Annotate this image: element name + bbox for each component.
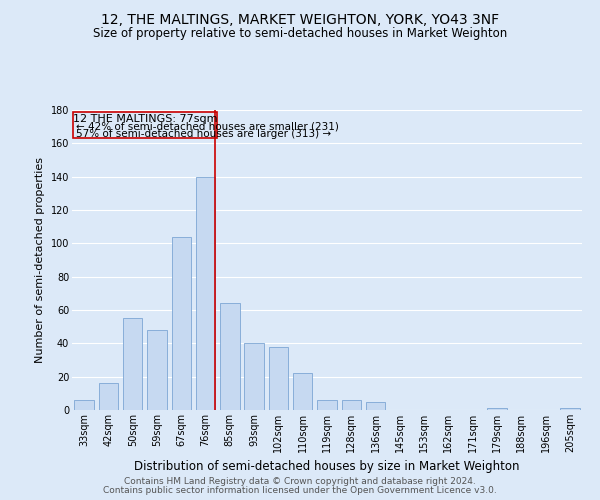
Bar <box>73 112 217 138</box>
Bar <box>99 384 118 410</box>
Bar <box>317 400 337 410</box>
Text: Size of property relative to semi-detached houses in Market Weighton: Size of property relative to semi-detach… <box>93 28 507 40</box>
Text: ← 42% of semi-detached houses are smaller (231): ← 42% of semi-detached houses are smalle… <box>76 122 338 132</box>
Bar <box>220 304 239 410</box>
Text: 12, THE MALTINGS, MARKET WEIGHTON, YORK, YO43 3NF: 12, THE MALTINGS, MARKET WEIGHTON, YORK,… <box>101 12 499 26</box>
Text: Contains public sector information licensed under the Open Government Licence v3: Contains public sector information licen… <box>103 486 497 495</box>
Bar <box>196 176 215 410</box>
Bar <box>74 400 94 410</box>
Text: 12 THE MALTINGS: 77sqm: 12 THE MALTINGS: 77sqm <box>73 114 217 124</box>
Bar <box>341 400 361 410</box>
Bar <box>293 374 313 410</box>
Bar <box>487 408 507 410</box>
Bar <box>560 408 580 410</box>
Text: 57% of semi-detached houses are larger (313) →: 57% of semi-detached houses are larger (… <box>76 129 331 139</box>
X-axis label: Distribution of semi-detached houses by size in Market Weighton: Distribution of semi-detached houses by … <box>134 460 520 473</box>
Bar <box>147 330 167 410</box>
Y-axis label: Number of semi-detached properties: Number of semi-detached properties <box>35 157 45 363</box>
Bar <box>269 346 288 410</box>
Text: Contains HM Land Registry data © Crown copyright and database right 2024.: Contains HM Land Registry data © Crown c… <box>124 477 476 486</box>
Bar <box>366 402 385 410</box>
Bar <box>172 236 191 410</box>
Bar <box>244 344 264 410</box>
Bar <box>123 318 142 410</box>
